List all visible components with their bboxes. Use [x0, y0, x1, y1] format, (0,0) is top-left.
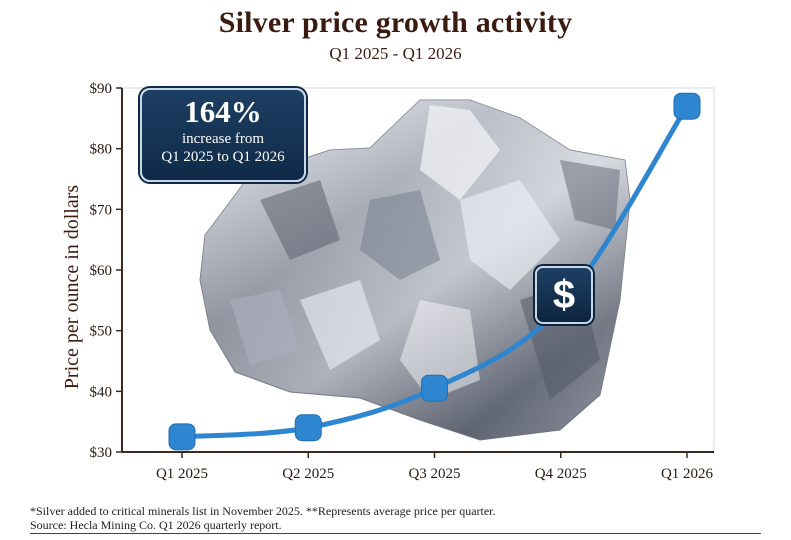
data-point-marker: [421, 374, 448, 402]
silver-rock-image: [199, 99, 631, 441]
y-tick-label: $70: [90, 202, 113, 218]
callout-line-2: Q1 2025 to Q1 2026: [161, 149, 285, 165]
y-tick-label: $60: [90, 263, 113, 279]
chart-title: Silver price growth activity: [218, 6, 573, 39]
callout-percent: 164%: [184, 94, 262, 129]
footnote: *Silver added to critical minerals list …: [30, 504, 496, 518]
x-axis-ticks: Q1 2025 Q2 2025 Q3 2025 Q4 2025 Q1 2026: [156, 452, 714, 482]
y-tick-label: $80: [90, 142, 113, 158]
x-tick-label: Q2 2025: [282, 466, 334, 482]
x-tick-label: Q1 2026: [661, 466, 714, 482]
dollar-badge-icon: $: [535, 266, 593, 324]
bottom-rule: [30, 533, 761, 534]
series-line: [179, 103, 690, 440]
data-point-marker: [673, 92, 701, 120]
y-tick-label: $40: [90, 384, 113, 400]
data-point-marker: [168, 423, 196, 451]
x-tick-label: Q1 2025: [156, 466, 208, 482]
y-tick-label: $90: [90, 81, 113, 97]
y-tick-label: $50: [90, 324, 113, 340]
y-tick-label: $30: [90, 445, 113, 461]
x-tick-label: Q4 2025: [535, 466, 587, 482]
source-note: Source: Hecla Mining Co. Q1 2026 quarter…: [30, 518, 282, 532]
chart-subtitle: Q1 2025 - Q1 2026: [329, 44, 462, 63]
y-axis-ticks: $30 $40 $50 $60 $70 $80 $90: [90, 81, 122, 461]
y-axis-title: Price per ounce in dollars: [61, 185, 83, 390]
increase-callout: 164% increase from Q1 2025 to Q1 2026: [140, 88, 306, 182]
callout-line-1: increase from: [181, 131, 265, 147]
x-tick-label: Q3 2025: [408, 466, 460, 482]
data-point-marker: [294, 414, 322, 442]
price-series: [168, 92, 701, 451]
